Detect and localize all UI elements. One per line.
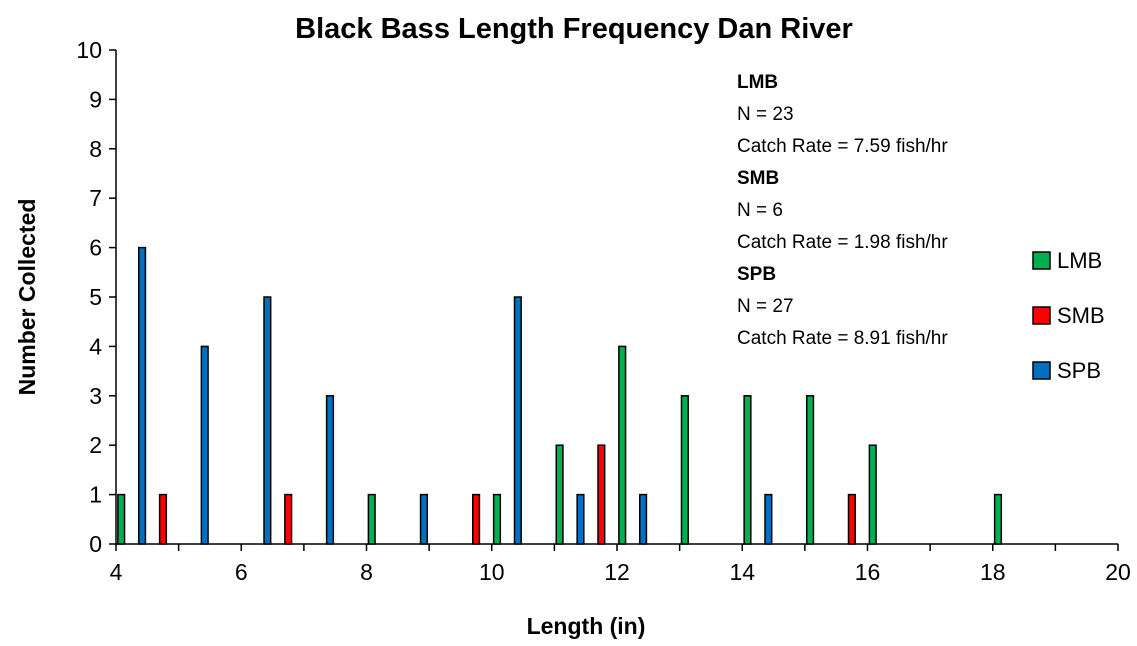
annotations-group: LMB N = 23 Catch Rate = 7.59 fish/hr SMB N =… <box>737 72 948 349</box>
x-tick-label: 4 <box>110 559 123 585</box>
x-tick-label: 10 <box>479 559 505 585</box>
smb-bar <box>284 493 293 545</box>
y-tick-label: 9 <box>89 86 102 112</box>
legend-label-spb: SPB <box>1057 358 1101 383</box>
legend: LMB SMB SPB <box>1032 248 1105 383</box>
spb-bar <box>138 246 147 545</box>
x-tick-label: 6 <box>235 559 248 585</box>
y-tick-label: 10 <box>76 37 102 63</box>
legend-label-lmb: LMB <box>1057 248 1102 273</box>
y-tick-label: 3 <box>89 383 102 409</box>
spb-bar <box>513 296 522 545</box>
chart-title: Black Bass Length Frequency Dan River <box>295 13 853 45</box>
lmb-bar <box>618 345 627 545</box>
spb-annotation-title: SPB <box>737 264 776 285</box>
smb-annotation-title: SMB <box>737 168 779 189</box>
x-tick-label: 18 <box>980 559 1006 585</box>
lmb-bar <box>492 493 502 545</box>
spb-bar <box>200 345 209 545</box>
spb-bar <box>263 296 272 545</box>
legend-swatch-smb <box>1032 306 1051 325</box>
y-tick-label: 0 <box>89 531 102 557</box>
x-tick-label: 12 <box>604 559 630 585</box>
lmb-bar <box>806 395 815 545</box>
smb-bar <box>847 493 856 545</box>
smb-annotation-catch-rate: Catch Rate = 1.98 fish/hr <box>737 232 948 253</box>
lmb-annotation-n: N = 23 <box>737 104 794 125</box>
lmb-bar <box>555 444 564 545</box>
spb-bar <box>639 493 648 545</box>
lmb-annotation-title: LMB <box>737 72 778 93</box>
spb-bar <box>576 493 585 545</box>
smb-annotation-n: N = 6 <box>737 200 783 221</box>
x-tick-label: 20 <box>1105 559 1131 585</box>
lmb-bar <box>868 444 877 545</box>
legend-swatch-lmb <box>1032 251 1051 270</box>
spb-bar <box>419 493 428 545</box>
x-tick-label: 16 <box>855 559 881 585</box>
bars-group <box>117 246 1003 545</box>
lmb-bar <box>993 493 1003 545</box>
y-axis-title: Number Collected <box>14 199 40 396</box>
x-tick-label: 8 <box>360 559 373 585</box>
y-tick-label: 5 <box>89 284 102 310</box>
lmb-bar <box>743 395 752 545</box>
y-tick-label: 6 <box>89 235 102 261</box>
y-tick-label: 4 <box>89 333 102 359</box>
smb-bar <box>472 493 481 545</box>
legend-label-smb: SMB <box>1057 303 1105 328</box>
y-tick-label: 2 <box>89 432 102 458</box>
spb-bar <box>764 493 773 545</box>
lmb-bar <box>117 493 126 545</box>
spb-annotation-catch-rate: Catch Rate = 8.91 fish/hr <box>737 328 948 349</box>
lmb-bar <box>680 395 689 545</box>
spb-bar <box>325 395 335 545</box>
y-tick-label: 8 <box>89 136 102 162</box>
spb-annotation-n: N = 27 <box>737 296 794 317</box>
y-tick-label: 7 <box>89 185 102 211</box>
x-tick-label: 14 <box>729 559 755 585</box>
smb-bar <box>158 493 168 545</box>
legend-swatch-spb <box>1032 361 1051 380</box>
smb-bar <box>597 444 606 545</box>
x-axis-title: Length (in) <box>527 613 646 639</box>
lmb-bar <box>367 493 376 545</box>
lmb-annotation-catch-rate: Catch Rate = 7.59 fish/hr <box>737 136 948 157</box>
y-tick-label: 1 <box>89 482 102 508</box>
